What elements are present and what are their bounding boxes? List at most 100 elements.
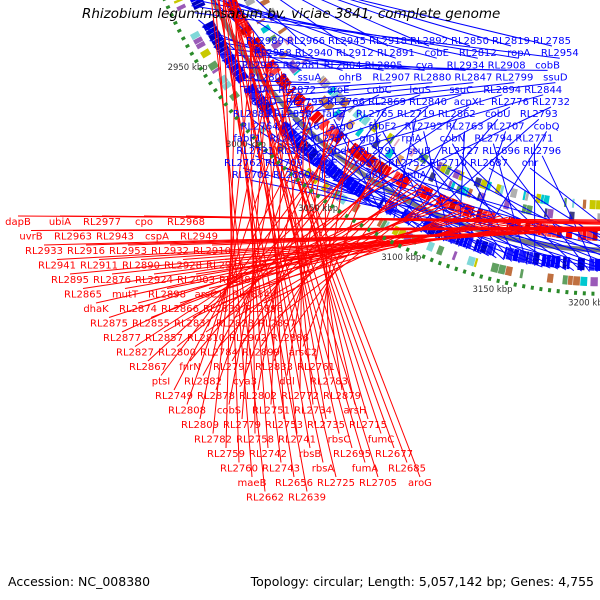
tick-mark bbox=[308, 188, 314, 194]
tick-mark bbox=[344, 213, 350, 219]
genome-backbone bbox=[210, 0, 600, 253]
tick-mark bbox=[217, 94, 224, 100]
gene-label: RL2885 bbox=[219, 275, 257, 286]
gene-label: RL2892 bbox=[410, 36, 448, 47]
gene-label: RL2902 bbox=[229, 333, 267, 344]
label-line bbox=[214, 0, 253, 478]
gene-label: RL2827 bbox=[116, 348, 154, 359]
label-line bbox=[411, 143, 512, 262]
label-line bbox=[235, 0, 421, 478]
label-line bbox=[263, 204, 469, 304]
label-line bbox=[254, 82, 474, 106]
tick-mark bbox=[193, 58, 199, 64]
gene-label: RL2865 bbox=[64, 290, 102, 301]
tick-mark bbox=[251, 135, 257, 141]
gene-label: fnrN bbox=[179, 362, 200, 373]
gene-label: cya bbox=[416, 60, 434, 71]
gene-label: fabF1 bbox=[233, 134, 261, 145]
gene-label: dapB bbox=[5, 217, 31, 228]
label-line bbox=[228, 82, 291, 405]
accession-label: Accession: NC_008380 bbox=[8, 574, 151, 589]
gene-label: arsH bbox=[344, 406, 367, 417]
gene-label: rbsB bbox=[299, 449, 322, 460]
gene-label: RL2680 bbox=[273, 170, 311, 181]
label-line bbox=[223, 0, 282, 463]
tick-mark bbox=[207, 80, 213, 86]
forward-gene-labels: RL2989 RL2966 RL2945 RL2918 RL2892 RL2850 RL28… bbox=[224, 36, 579, 181]
gene-label: ptsI bbox=[152, 377, 170, 388]
tick-mark bbox=[521, 284, 526, 289]
tick-mark bbox=[429, 257, 434, 263]
tick-mark bbox=[504, 280, 509, 286]
gene-label: cya3 bbox=[233, 377, 257, 388]
gene-label: RL2857 bbox=[145, 333, 183, 344]
label-line bbox=[232, 0, 395, 449]
gene-label: RL2741 bbox=[278, 435, 316, 446]
gene-label: cobE bbox=[425, 48, 449, 59]
gene-label: RL2800 bbox=[158, 348, 196, 359]
gene-label: RL2941 bbox=[38, 261, 76, 272]
gene-label: RL2795 bbox=[286, 97, 324, 108]
gene-label: ropA bbox=[507, 48, 530, 59]
tick-mark bbox=[513, 282, 518, 287]
tick-mark bbox=[282, 165, 288, 171]
tick-mark bbox=[180, 36, 186, 41]
tick-mark bbox=[337, 208, 342, 214]
gene-label: RL2953 bbox=[109, 246, 147, 257]
gene-label: fabZ bbox=[322, 109, 345, 120]
tick-mark bbox=[165, 5, 171, 10]
gene-label: RL2743 bbox=[262, 464, 300, 475]
label-line bbox=[239, 82, 351, 87]
gene-label: RL2924 bbox=[135, 275, 173, 286]
gene-label: RL2837 bbox=[174, 319, 212, 330]
gene-label: RL2759 bbox=[207, 449, 245, 460]
gene-label: RL2735 bbox=[307, 420, 345, 431]
gene-label: ssuC bbox=[449, 85, 473, 96]
label-line bbox=[218, 0, 295, 478]
label-line bbox=[291, 94, 421, 146]
gene-label: RL2881 bbox=[283, 60, 321, 71]
gene-label: RL2725 bbox=[317, 478, 355, 489]
gene-label: RL2854 bbox=[232, 290, 270, 301]
gene-label: RL2882 bbox=[184, 377, 222, 388]
gene-label: RL2876 bbox=[93, 275, 131, 286]
label-line bbox=[500, 155, 590, 272]
gene-label: RL2933 bbox=[25, 246, 63, 257]
gene-label: RL2757 bbox=[310, 134, 348, 145]
label-line bbox=[298, 92, 343, 391]
gene-label: ohrB bbox=[339, 73, 363, 84]
label-line bbox=[280, 94, 339, 135]
tick-mark bbox=[496, 278, 501, 284]
tick-mark bbox=[198, 66, 204, 71]
gene-label: RL2910 bbox=[193, 246, 231, 257]
label-line bbox=[302, 159, 378, 347]
label-line bbox=[259, 82, 515, 112]
label-line bbox=[400, 118, 458, 223]
gene-label: RL2844 bbox=[524, 85, 562, 96]
label-line bbox=[488, 167, 600, 238]
gene-label: RL2677 bbox=[375, 449, 413, 460]
gene-label: RL2954 bbox=[541, 48, 579, 59]
gene-label: aroG bbox=[408, 478, 432, 489]
gene-label: RL2940 bbox=[295, 48, 333, 59]
label-line bbox=[336, 155, 559, 270]
label-line bbox=[217, 0, 308, 492]
tick-mark bbox=[454, 266, 459, 272]
label-line bbox=[186, 87, 296, 405]
gene-label: RL2705 bbox=[359, 478, 397, 489]
topology-summary: Topology: circular; Length: 5,057,142 bp… bbox=[250, 574, 594, 589]
gene-label: nadE bbox=[312, 158, 337, 169]
gene-label: aroE bbox=[327, 85, 349, 96]
tick-mark bbox=[239, 122, 245, 128]
gene-label: RL2847 bbox=[454, 73, 492, 84]
label-line bbox=[225, 0, 324, 463]
scale-label: 3000 kbp bbox=[226, 140, 266, 150]
gene-label: rbsA bbox=[312, 464, 335, 475]
tick-mark bbox=[389, 239, 395, 245]
gene-label: cobN bbox=[440, 134, 465, 145]
gene-label: mutT bbox=[112, 290, 139, 301]
tick-mark bbox=[184, 43, 190, 49]
label-line bbox=[199, 60, 274, 420]
gene-label: RL2809 bbox=[181, 420, 219, 431]
gene-label: RL2890 bbox=[122, 261, 160, 272]
